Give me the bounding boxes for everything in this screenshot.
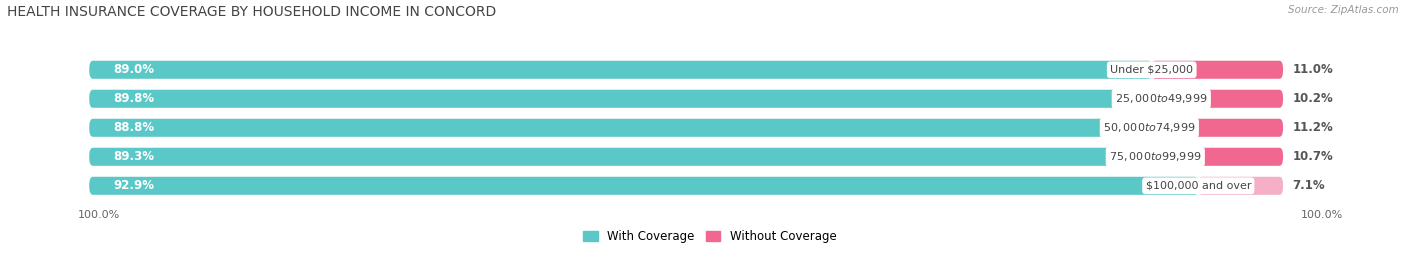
- FancyBboxPatch shape: [1161, 90, 1284, 108]
- Text: Source: ZipAtlas.com: Source: ZipAtlas.com: [1288, 5, 1399, 15]
- FancyBboxPatch shape: [1156, 148, 1284, 166]
- FancyBboxPatch shape: [89, 177, 1284, 195]
- Text: $100,000 and over: $100,000 and over: [1146, 181, 1251, 191]
- Text: 100.0%: 100.0%: [1301, 210, 1343, 221]
- FancyBboxPatch shape: [89, 148, 1156, 166]
- FancyBboxPatch shape: [89, 177, 1198, 195]
- FancyBboxPatch shape: [1198, 177, 1284, 195]
- Text: HEALTH INSURANCE COVERAGE BY HOUSEHOLD INCOME IN CONCORD: HEALTH INSURANCE COVERAGE BY HOUSEHOLD I…: [7, 5, 496, 19]
- Text: Under $25,000: Under $25,000: [1111, 65, 1194, 75]
- Text: 10.2%: 10.2%: [1292, 92, 1333, 105]
- Text: 11.2%: 11.2%: [1292, 121, 1333, 134]
- Text: 89.0%: 89.0%: [112, 63, 155, 76]
- Legend: With Coverage, Without Coverage: With Coverage, Without Coverage: [579, 225, 841, 248]
- FancyBboxPatch shape: [89, 119, 1284, 137]
- Text: $50,000 to $74,999: $50,000 to $74,999: [1104, 121, 1195, 134]
- Text: 88.8%: 88.8%: [112, 121, 155, 134]
- FancyBboxPatch shape: [89, 61, 1152, 79]
- Text: 11.0%: 11.0%: [1292, 63, 1333, 76]
- FancyBboxPatch shape: [89, 90, 1284, 108]
- Text: 10.7%: 10.7%: [1292, 150, 1333, 163]
- Text: 100.0%: 100.0%: [77, 210, 120, 221]
- Text: 92.9%: 92.9%: [112, 179, 155, 192]
- FancyBboxPatch shape: [89, 90, 1161, 108]
- FancyBboxPatch shape: [1149, 119, 1284, 137]
- Text: 89.8%: 89.8%: [112, 92, 155, 105]
- Text: 7.1%: 7.1%: [1292, 179, 1326, 192]
- Text: $25,000 to $49,999: $25,000 to $49,999: [1115, 92, 1208, 105]
- FancyBboxPatch shape: [89, 148, 1284, 166]
- Text: 89.3%: 89.3%: [112, 150, 155, 163]
- FancyBboxPatch shape: [89, 61, 1284, 79]
- FancyBboxPatch shape: [1152, 61, 1284, 79]
- FancyBboxPatch shape: [89, 119, 1149, 137]
- Text: $75,000 to $99,999: $75,000 to $99,999: [1109, 150, 1202, 163]
